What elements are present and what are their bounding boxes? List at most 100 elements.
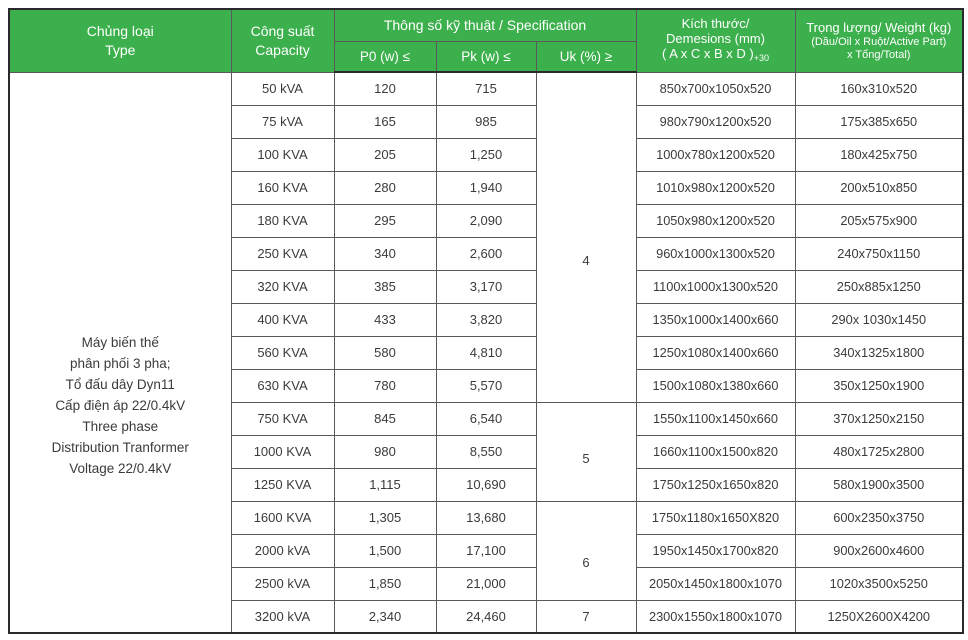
- weight-cell: 200x510x850: [794, 170, 964, 205]
- type-description-line: Three phase: [82, 418, 159, 434]
- table-row: 1000 KVA 980 8,550 1660x1100x1500x820 480x17…: [9, 434, 964, 469]
- capacity-cell: 2500 kVA: [230, 566, 335, 601]
- header-capacity: Công suất Capacity: [230, 8, 335, 73]
- table-row: 3200 kVA 2,340 24,460 7 2300x1550x1800x1070 1…: [9, 599, 964, 634]
- capacity-cell: 180 KVA: [230, 203, 335, 238]
- p0-cell: 2,340: [333, 599, 437, 634]
- capacity-cell: 560 KVA: [230, 335, 335, 370]
- dimensions-cell: 2050x1450x1800x1070: [635, 566, 796, 601]
- dimensions-cell: 1660x1100x1500x820: [635, 434, 796, 469]
- capacity-cell: 400 KVA: [230, 302, 335, 337]
- header-specification: Thông số kỹ thuật / Specification: [333, 8, 637, 42]
- weight-cell: 175x385x650: [794, 104, 964, 139]
- dimensions-cell: 1500x1080x1380x660: [635, 368, 796, 403]
- pk-cell: 3,170: [435, 269, 537, 304]
- pk-cell: 13,680: [435, 500, 537, 535]
- weight-cell: 290x 1030x1450: [794, 302, 964, 337]
- pk-cell: 3,820: [435, 302, 537, 337]
- p0-cell: 1,500: [333, 533, 437, 568]
- header-dimensions-tolerance: +30: [753, 52, 770, 63]
- capacity-cell: 100 KVA: [230, 137, 335, 172]
- weight-cell: 205x575x900: [794, 203, 964, 238]
- header-capacity-en: Capacity: [255, 41, 310, 58]
- capacity-cell: 630 KVA: [230, 368, 335, 403]
- table-row: 180 KVA 295 2,090 1050x980x1200x520 205x575x…: [9, 203, 964, 238]
- pk-cell: 1,940: [435, 170, 537, 205]
- p0-cell: 1,305: [333, 500, 437, 535]
- table-row: 750 KVA 845 6,540 5 1550x1100x1450x660 370x12…: [9, 401, 964, 502]
- capacity-cell: 1250 KVA: [230, 467, 335, 502]
- pk-cell: 985: [435, 104, 537, 139]
- header-dimensions-line1: Kích thước/: [681, 15, 750, 31]
- pk-cell: 4,810: [435, 335, 537, 370]
- capacity-cell: 250 KVA: [230, 236, 335, 271]
- header-uk: Uk (%) ≥: [535, 40, 637, 73]
- p0-cell: 433: [333, 302, 437, 337]
- pk-cell: 6,540: [435, 401, 537, 436]
- uk-cell: 4: [535, 71, 637, 403]
- table-row: 320 KVA 385 3,170 1100x1000x1300x520 250x885…: [9, 269, 964, 304]
- table-row: 400 KVA 433 3,820 1350x1000x1400x660 290x 10…: [9, 302, 964, 337]
- header-dimensions: Kích thước/ Demesions (mm) ( A x C x B x…: [635, 8, 796, 73]
- table-row: Máy biến thế phân phối 3 pha; Tổ đấu dây D…: [8, 71, 964, 634]
- pk-cell: 17,100: [435, 533, 537, 568]
- weight-cell: 350x1250x1900: [794, 368, 964, 403]
- p0-cell: 295: [333, 203, 437, 238]
- table-row: 75 kVA 165 985 980x790x1200x520 175x385x650: [9, 104, 964, 139]
- header-p0: P0 (w) ≤: [333, 40, 437, 73]
- dimensions-cell: 1350x1000x1400x660: [635, 302, 796, 337]
- table-row: 100 KVA 205 1,250 1000x780x1200x520 180x425x…: [9, 137, 964, 172]
- table-row: 160 KVA 280 1,940 1010x980x1200x520 200x510x…: [9, 170, 964, 205]
- p0-cell: 385: [333, 269, 437, 304]
- p0-cell: 1,850: [333, 566, 437, 601]
- pk-cell: 2,090: [435, 203, 537, 238]
- pk-cell: 10,690: [435, 467, 537, 502]
- dimensions-cell: 850x700x1050x520: [635, 71, 796, 106]
- type-description-line: Máy biến thế: [81, 334, 159, 350]
- p0-cell: 845: [333, 401, 437, 436]
- header-dimensions-line2: Demesions (mm): [666, 30, 765, 46]
- header-type: Chủng loại Type: [8, 8, 232, 73]
- type-cell: Máy biến thế phân phối 3 pha; Tổ đấu dây D…: [8, 71, 232, 634]
- pk-cell: 8,550: [435, 434, 537, 469]
- capacity-cell: 2000 kVA: [230, 533, 335, 568]
- dimensions-cell: 2300x1550x1800x1070: [635, 599, 796, 634]
- weight-cell: 1020x3500x5250: [794, 566, 964, 601]
- table-header: Chủng loại Type Công suất Capacity Thông…: [8, 8, 964, 73]
- weight-cell: 1250X2600X4200: [794, 599, 964, 634]
- pk-cell: 715: [435, 71, 537, 106]
- capacity-cell: 320 KVA: [230, 269, 335, 304]
- table-row: 250 KVA 340 2,600 960x1000x1300x520 240x750x…: [9, 236, 964, 271]
- dimensions-cell: 1750x1180x1650X820: [635, 500, 796, 535]
- p0-cell: 780: [333, 368, 437, 403]
- weight-cell: 370x1250x2150: [794, 401, 964, 436]
- capacity-cell: 3200 kVA: [230, 599, 335, 634]
- header-weight: Trọng lượng/ Weight (kg) (Dầu/Oil x Ruột…: [794, 8, 964, 73]
- header-pk: Pk (w) ≤: [435, 40, 537, 73]
- capacity-cell: 1600 KVA: [230, 500, 335, 535]
- weight-cell: 240x750x1150: [794, 236, 964, 271]
- table-row: 630 KVA 780 5,570 1500x1080x1380x660 350x125…: [9, 368, 964, 403]
- type-description-line: Distribution Tranformer: [51, 439, 189, 455]
- p0-cell: 1,115: [333, 467, 437, 502]
- capacity-cell: 1000 KVA: [230, 434, 335, 469]
- weight-cell: 160x310x520: [794, 71, 964, 106]
- p0-cell: 980: [333, 434, 437, 469]
- header-row-1: Chủng loại Type Công suất Capacity Thông…: [8, 8, 964, 73]
- uk-cell: 5: [535, 401, 637, 502]
- header-type-en: Type: [105, 41, 136, 58]
- capacity-cell: 750 KVA: [230, 401, 335, 436]
- weight-cell: 180x425x750: [794, 137, 964, 172]
- p0-cell: 280: [333, 170, 437, 205]
- capacity-cell: 160 KVA: [230, 170, 335, 205]
- header-row-2: P0 (w) ≤ Pk (w) ≤ Uk (%) ≥: [9, 40, 963, 73]
- type-description-line: Cấp điện áp 22/0.4kV: [55, 397, 186, 413]
- table-row: 1600 KVA 1,305 13,680 6 1750x1180x1650X820 60…: [9, 500, 964, 601]
- weight-cell: 600x2350x3750: [794, 500, 964, 535]
- weight-cell: 900x2600x4600: [794, 533, 964, 568]
- header-type-vi: Chủng loại: [86, 22, 154, 39]
- uk-cell: 7: [535, 599, 637, 634]
- header-weight-line2: (Dầu/Oil x Ruột/Active Part): [811, 35, 947, 48]
- dimensions-cell: 1550x1100x1450x660: [635, 401, 796, 436]
- dimensions-cell: 960x1000x1300x520: [635, 236, 796, 271]
